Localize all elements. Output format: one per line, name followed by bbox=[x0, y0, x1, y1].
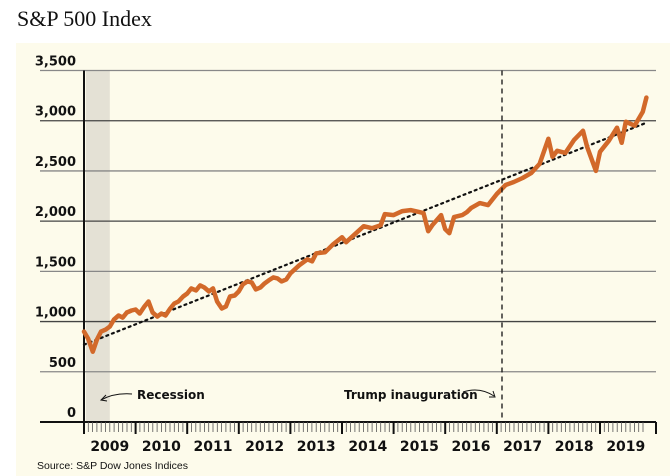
x-tick-label: 2011 bbox=[194, 439, 233, 455]
x-tick-label: 2013 bbox=[297, 439, 336, 455]
inauguration-arrow-icon bbox=[462, 389, 495, 397]
y-tick-label: 0 bbox=[67, 406, 76, 421]
y-tick-label: 2,500 bbox=[35, 155, 76, 170]
recession-arrow-icon bbox=[100, 393, 133, 401]
recession-shading bbox=[86, 70, 110, 422]
recession-arrowhead-icon bbox=[99, 394, 108, 402]
x-tick-label: 2016 bbox=[452, 439, 491, 455]
x-tick-label: 2014 bbox=[348, 439, 387, 455]
x-tick-label: 2017 bbox=[503, 439, 542, 455]
inauguration-label: Trump inauguration bbox=[344, 388, 478, 402]
inauguration-arrowhead-icon bbox=[489, 390, 496, 398]
y-tick-label: 500 bbox=[49, 356, 76, 371]
recession-label: Recession bbox=[137, 388, 205, 402]
x-tick-label: 2019 bbox=[606, 439, 645, 455]
sp500-line bbox=[81, 95, 649, 354]
y-tick-label: 3,000 bbox=[35, 105, 76, 120]
y-tick-label: 2,000 bbox=[35, 205, 76, 220]
chart-title: S&P 500 Index bbox=[17, 6, 152, 31]
source-note: Source: S&P Dow Jones Indices bbox=[37, 460, 188, 472]
y-tick-label: 1,000 bbox=[35, 306, 76, 321]
chart-panel bbox=[16, 43, 670, 476]
y-tick-label: 3,500 bbox=[35, 55, 76, 70]
trend-line bbox=[82, 121, 648, 346]
x-tick-label: 2010 bbox=[142, 439, 181, 455]
x-tick-label: 2018 bbox=[555, 439, 594, 455]
x-tick-label: 2009 bbox=[90, 439, 129, 455]
x-tick-label: 2012 bbox=[245, 439, 284, 455]
y-tick-label: 1,500 bbox=[35, 255, 76, 270]
x-tick-label: 2015 bbox=[400, 439, 439, 455]
